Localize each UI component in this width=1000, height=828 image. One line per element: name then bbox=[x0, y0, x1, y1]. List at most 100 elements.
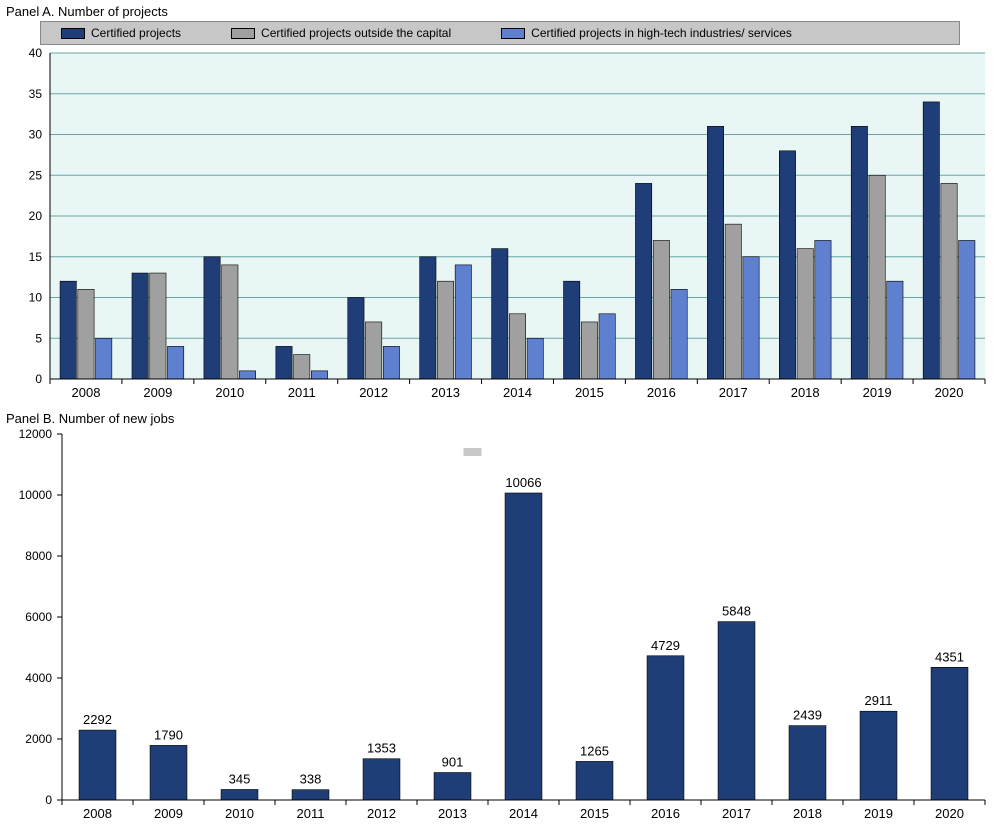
svg-text:2018: 2018 bbox=[793, 806, 822, 821]
svg-text:2010: 2010 bbox=[215, 385, 244, 400]
panel-b-title: Panel B. Number of new jobs bbox=[0, 407, 1000, 428]
svg-text:10: 10 bbox=[29, 291, 43, 305]
svg-text:4351: 4351 bbox=[935, 649, 964, 664]
svg-text:6000: 6000 bbox=[25, 610, 52, 624]
bar bbox=[60, 281, 76, 379]
stray-legend-marker bbox=[464, 448, 482, 456]
bar bbox=[167, 346, 183, 379]
legend-label-1: Certified projects outside the capital bbox=[261, 26, 451, 40]
svg-text:2008: 2008 bbox=[72, 385, 101, 400]
svg-text:2009: 2009 bbox=[154, 806, 183, 821]
svg-text:2439: 2439 bbox=[793, 708, 822, 723]
bar bbox=[931, 667, 968, 800]
bar bbox=[505, 493, 542, 800]
svg-text:2020: 2020 bbox=[935, 385, 964, 400]
bar bbox=[222, 265, 238, 379]
panel-b-chart: 0200040006000800010000120002292200817902… bbox=[0, 428, 1000, 828]
bar bbox=[292, 790, 329, 800]
bar bbox=[851, 126, 867, 379]
bar bbox=[204, 257, 220, 379]
bar bbox=[743, 257, 759, 379]
bar bbox=[887, 281, 903, 379]
bar bbox=[581, 322, 597, 379]
svg-text:4000: 4000 bbox=[25, 671, 52, 685]
bar bbox=[718, 622, 755, 800]
svg-text:2292: 2292 bbox=[83, 712, 112, 727]
svg-text:5: 5 bbox=[35, 331, 42, 345]
bar bbox=[150, 745, 187, 800]
svg-text:15: 15 bbox=[29, 250, 43, 264]
svg-text:2010: 2010 bbox=[225, 806, 254, 821]
bar bbox=[363, 759, 400, 800]
svg-text:0: 0 bbox=[45, 793, 52, 807]
svg-text:25: 25 bbox=[29, 168, 43, 182]
legend-swatch-2 bbox=[501, 28, 525, 39]
svg-text:10066: 10066 bbox=[505, 475, 541, 490]
svg-text:2013: 2013 bbox=[431, 385, 460, 400]
bar bbox=[527, 338, 543, 379]
bar bbox=[276, 346, 292, 379]
bar bbox=[492, 249, 508, 379]
bar bbox=[455, 265, 471, 379]
bar bbox=[509, 314, 525, 379]
svg-text:0: 0 bbox=[35, 372, 42, 386]
bar bbox=[79, 730, 116, 800]
svg-text:2015: 2015 bbox=[575, 385, 604, 400]
bar bbox=[576, 761, 613, 800]
svg-text:2015: 2015 bbox=[580, 806, 609, 821]
bar bbox=[860, 711, 897, 800]
bar bbox=[797, 249, 813, 379]
svg-text:2016: 2016 bbox=[651, 806, 680, 821]
svg-text:2016: 2016 bbox=[647, 385, 676, 400]
svg-text:5848: 5848 bbox=[722, 604, 751, 619]
bar bbox=[941, 183, 957, 379]
svg-text:40: 40 bbox=[29, 47, 43, 60]
panel-a-title: Panel A. Number of projects bbox=[0, 0, 1000, 21]
legend-item: Certified projects bbox=[61, 26, 181, 40]
svg-text:2017: 2017 bbox=[722, 806, 751, 821]
svg-text:4729: 4729 bbox=[651, 638, 680, 653]
svg-text:2012: 2012 bbox=[367, 806, 396, 821]
svg-text:2012: 2012 bbox=[359, 385, 388, 400]
panel-a-chart: 0510152025303540200820092010201120122013… bbox=[0, 47, 1000, 407]
svg-text:30: 30 bbox=[29, 128, 43, 142]
svg-text:12000: 12000 bbox=[19, 428, 53, 441]
svg-text:2018: 2018 bbox=[791, 385, 820, 400]
bar bbox=[78, 289, 94, 379]
bar bbox=[150, 273, 166, 379]
svg-text:2008: 2008 bbox=[83, 806, 112, 821]
svg-text:2000: 2000 bbox=[25, 732, 52, 746]
svg-text:2019: 2019 bbox=[863, 385, 892, 400]
svg-text:1790: 1790 bbox=[154, 727, 183, 742]
svg-text:2020: 2020 bbox=[935, 806, 964, 821]
bar bbox=[707, 126, 723, 379]
svg-text:8000: 8000 bbox=[25, 549, 52, 563]
svg-text:2013: 2013 bbox=[438, 806, 467, 821]
svg-text:2014: 2014 bbox=[503, 385, 532, 400]
bar bbox=[653, 240, 669, 379]
bar bbox=[815, 240, 831, 379]
svg-text:35: 35 bbox=[29, 87, 43, 101]
bar bbox=[132, 273, 148, 379]
legend-item: Certified projects outside the capital bbox=[231, 26, 451, 40]
legend-swatch-0 bbox=[61, 28, 85, 39]
legend-label-0: Certified projects bbox=[91, 26, 181, 40]
svg-text:338: 338 bbox=[300, 772, 322, 787]
bar bbox=[599, 314, 615, 379]
bar bbox=[348, 298, 364, 380]
svg-text:20: 20 bbox=[29, 209, 43, 223]
svg-text:345: 345 bbox=[229, 771, 251, 786]
bar bbox=[437, 281, 453, 379]
svg-text:2911: 2911 bbox=[865, 693, 893, 708]
bar bbox=[383, 346, 399, 379]
bar bbox=[366, 322, 382, 379]
svg-text:1353: 1353 bbox=[367, 741, 396, 756]
legend-item: Certified projects in high-tech industri… bbox=[501, 26, 792, 40]
bar bbox=[294, 355, 310, 379]
svg-text:2014: 2014 bbox=[509, 806, 538, 821]
svg-text:2011: 2011 bbox=[297, 806, 325, 821]
legend-swatch-1 bbox=[231, 28, 255, 39]
bar bbox=[564, 281, 580, 379]
bar bbox=[779, 151, 795, 379]
bar bbox=[635, 183, 651, 379]
